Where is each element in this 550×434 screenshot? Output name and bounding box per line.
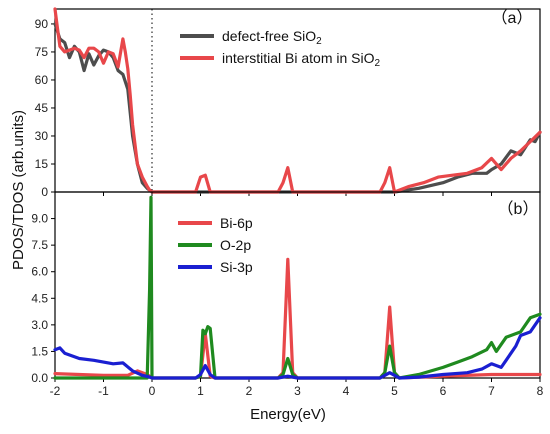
y-tick-label: 30 [35, 129, 49, 143]
x-tick-label: 3 [294, 384, 301, 398]
y-tick-label: 6.0 [31, 265, 48, 279]
x-axis-label: Energy(eV) [250, 406, 326, 423]
y-tick-label: 7.5 [31, 238, 48, 252]
legend-entry-subscript: 2 [375, 58, 381, 69]
series-line-si-3p [53, 316, 542, 380]
x-tick-label: -1 [98, 384, 109, 398]
y-tick-label: 15 [35, 157, 49, 171]
legend-entry: O-2p [220, 237, 251, 253]
y-axis-label: PDOS/TDOS (arb.units) [10, 110, 27, 270]
x-tick-label: 1 [197, 384, 204, 398]
plot-frame [54, 191, 541, 379]
x-tick-label: 2 [246, 384, 253, 398]
y-tick-label: 3.0 [31, 318, 48, 332]
y-tick-label: 0 [41, 185, 48, 199]
legend-entry: interstitial Bi atom in SiO2 [222, 50, 381, 69]
legend-entry-text: interstitial Bi atom in SiO [222, 50, 375, 66]
x-tick-label: -2 [50, 384, 61, 398]
x-tick-label: 4 [343, 384, 350, 398]
x-tick-label: 5 [391, 384, 398, 398]
series-line-o-2p [53, 195, 542, 380]
legend-entry: Bi-6p [220, 215, 253, 231]
x-tick-label: 6 [440, 384, 447, 398]
x-tick-label: 0 [149, 384, 156, 398]
y-tick-label: 60 [35, 73, 49, 87]
y-tick-label: 45 [35, 101, 49, 115]
legend-entry-text: Bi-6p [220, 215, 253, 231]
y-tick-label: 4.5 [31, 291, 48, 305]
x-tick-label: 7 [488, 384, 495, 398]
y-tick-label: 75 [35, 45, 49, 59]
legend-entry-text: Si-3p [220, 259, 253, 275]
x-tick-label: 8 [537, 384, 544, 398]
y-tick-label: 1.5 [31, 344, 48, 358]
legend-entry-text: defect-free SiO [222, 28, 316, 44]
y-tick-label: 0.0 [31, 371, 48, 385]
legend-entry: defect-free SiO2 [222, 28, 322, 47]
legend-entry: Si-3p [220, 259, 253, 275]
panel-label: （b） [498, 200, 539, 218]
legend-entry-subscript: 2 [316, 36, 322, 47]
legend-entry-text: O-2p [220, 237, 251, 253]
panel-label: （a） [492, 9, 533, 27]
y-tick-label: 90 [35, 17, 49, 31]
panel-b: 0.0 1.5 3.0 4.5 6.0 7.5 9.0 -2 -1 0 1 2 3 4 5 6 7 8 （b） Bi-… [31, 191, 544, 398]
y-tick-label: 9.0 [31, 212, 48, 226]
